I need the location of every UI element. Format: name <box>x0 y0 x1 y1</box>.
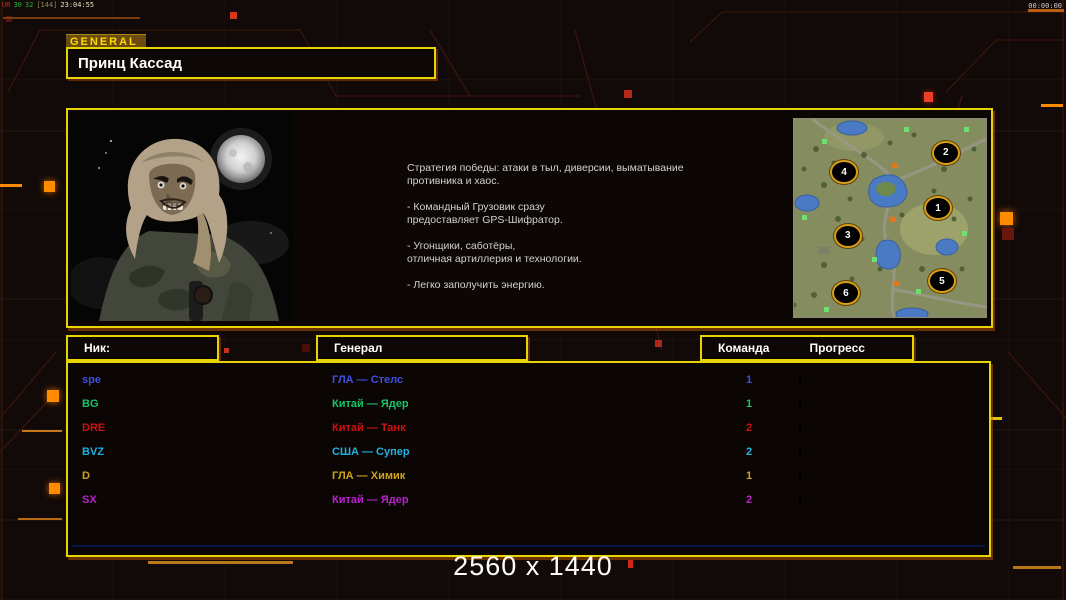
decor-square <box>224 348 229 353</box>
general-name: Принц Кассад <box>78 54 183 72</box>
player-nick: spe <box>82 374 101 386</box>
player-row: BVZ США — Супер 2 <box>68 440 989 464</box>
general-column-header: Генерал <box>316 335 528 361</box>
decor-line <box>72 545 985 547</box>
player-nick: DRE <box>82 422 106 434</box>
player-team: 2 <box>745 446 753 458</box>
decor-square <box>924 92 933 102</box>
general-info-panel: Стратегия победы: атаки в тыл, диверсии,… <box>66 108 993 328</box>
minimap: 1 2 3 4 5 <box>791 117 987 321</box>
start-position-marker: 3 <box>833 223 862 248</box>
match-timer: 00:00:00 <box>1028 2 1062 10</box>
player-nick: BG <box>82 398 99 410</box>
nick-header-label: Ник: <box>84 341 111 355</box>
general-portrait <box>67 113 293 321</box>
overlay-label: UR <box>2 1 11 9</box>
progress-bar <box>794 445 990 459</box>
player-nick: SX <box>82 494 97 506</box>
player-general: Китай — Ядер <box>332 494 409 506</box>
decor-square <box>44 181 55 192</box>
player-nick: BVZ <box>82 446 104 458</box>
general-tab-label: GENERAL <box>66 34 146 49</box>
player-team: 2 <box>745 422 753 434</box>
decor-line <box>0 184 22 187</box>
decor-line <box>22 430 62 432</box>
start-position-number: 4 <box>841 166 847 178</box>
player-general: Китай — Ядер <box>332 398 409 410</box>
general-name-box: Принц Кассад <box>66 47 436 79</box>
progress-bar <box>794 493 990 507</box>
decor-square <box>47 390 59 402</box>
progress-bar <box>794 397 990 411</box>
start-position-marker: 2 <box>931 140 960 165</box>
player-general: Китай — Танк <box>332 422 406 434</box>
decor-square <box>655 340 662 347</box>
overlay-clock: 23:04:55 <box>60 1 95 9</box>
progress-bar <box>794 469 990 483</box>
decor-square <box>49 483 60 494</box>
player-general: ГЛА — Стелс <box>332 374 404 386</box>
nick-column-header: Ник: <box>66 335 219 361</box>
player-team: 1 <box>745 374 753 386</box>
player-table: spe ГЛА — Стелс 1 BG Китай — Ядер 1 <box>66 361 991 557</box>
player-row: D ГЛА — Химик 1 <box>68 464 989 488</box>
team-header-label: Команда <box>718 341 770 355</box>
team-progress-column-header: Команда Прогресс <box>700 335 914 361</box>
start-position-marker: 4 <box>830 160 858 185</box>
start-position-number: 2 <box>942 147 949 159</box>
start-position-number: 5 <box>939 275 945 287</box>
decor-square <box>1002 228 1014 240</box>
decor-line <box>3 17 140 19</box>
progress-bar <box>794 421 990 435</box>
decor-line <box>18 518 62 520</box>
player-team: 1 <box>745 398 753 410</box>
player-row: SX Китай — Ядер 2 <box>68 488 989 512</box>
player-general: США — Супер <box>332 446 410 458</box>
player-row: spe ГЛА — Стелс 1 <box>68 368 989 392</box>
start-position-marker: 5 <box>927 269 956 294</box>
performance-overlay: UR 30 32 [144] 23:04:55 <box>2 1 97 9</box>
decor-square <box>230 12 237 19</box>
overlay-value1: 30 <box>13 1 22 9</box>
decor-square <box>302 344 310 352</box>
start-position-marker: 6 <box>831 281 860 306</box>
start-position-number: 1 <box>935 202 941 214</box>
overlay-value2: 32 <box>24 1 34 9</box>
start-position-marker: 1 <box>924 196 953 221</box>
resolution-label: 2560 x 1440 <box>453 551 613 581</box>
player-row: BG Китай — Ядер 1 <box>68 392 989 416</box>
player-team: 1 <box>745 470 753 482</box>
decor-line <box>1041 104 1063 107</box>
minimap-terrain <box>791 117 987 321</box>
player-team: 2 <box>745 494 753 506</box>
overlay-value3: [144] <box>36 1 58 9</box>
player-row: DRE Китай — Танк 2 <box>68 416 989 440</box>
player-nick: D <box>82 470 90 482</box>
progress-header-label: Прогресс <box>809 341 865 355</box>
start-position-number: 6 <box>843 287 849 299</box>
progress-bar <box>794 373 990 387</box>
start-position-number: 3 <box>845 230 851 242</box>
general-header-label: Генерал <box>334 341 383 355</box>
general-description: Стратегия победы: атаки в тыл, диверсии,… <box>407 162 684 291</box>
decor-square <box>6 16 12 22</box>
decor-square <box>1000 212 1013 225</box>
player-general: ГЛА — Химик <box>332 470 406 482</box>
portrait-illustration <box>67 113 293 321</box>
decor-square <box>624 90 632 98</box>
